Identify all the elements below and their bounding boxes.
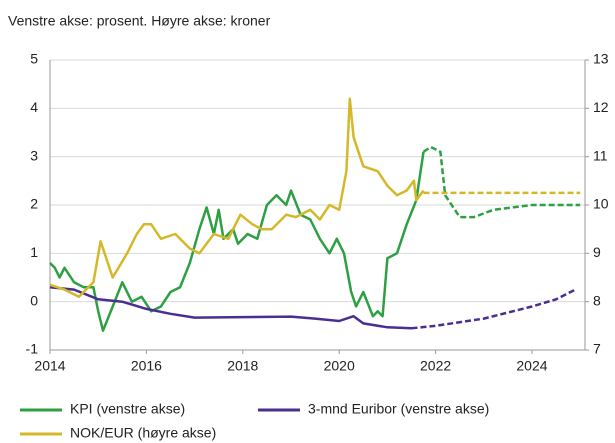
y2-tick-label: 9 [593,244,601,260]
y-tick-label: 1 [30,244,38,260]
x-tick-label: 2022 [420,358,451,374]
y-tick-label: 4 [30,99,38,115]
y-tick-label: 2 [30,196,38,212]
y-tick-label: 0 [30,292,38,308]
y2-tick-label: 13 [593,51,609,67]
projection-line [422,145,581,219]
x-tick-label: 2016 [131,358,162,374]
x-tick-label: 2024 [516,358,547,374]
legend-label: NOK/EUR (høyre akse) [70,425,216,441]
series-line [49,97,425,299]
y2-tick-label: 8 [593,292,601,308]
y-tick-label: -1 [26,341,39,357]
y2-tick-label: 7 [593,341,601,357]
x-tick-label: 2018 [227,358,258,374]
chart-subtitle: Venstre akse: prosent. Høyre akse: krone… [8,13,271,29]
y-tick-label: 5 [30,51,38,67]
legend-label: KPI (venstre akse) [70,401,185,417]
y2-tick-label: 10 [593,196,609,212]
series-line [49,151,425,332]
projection-line [411,288,576,330]
x-tick-label: 2014 [34,358,65,374]
y2-tick-label: 12 [593,99,609,115]
legend-label: 3-mnd Euribor (venstre akse) [308,401,489,417]
y2-tick-label: 11 [593,147,608,163]
series-line [49,285,412,330]
x-tick-label: 2020 [324,358,355,374]
y-tick-label: 3 [30,147,38,163]
